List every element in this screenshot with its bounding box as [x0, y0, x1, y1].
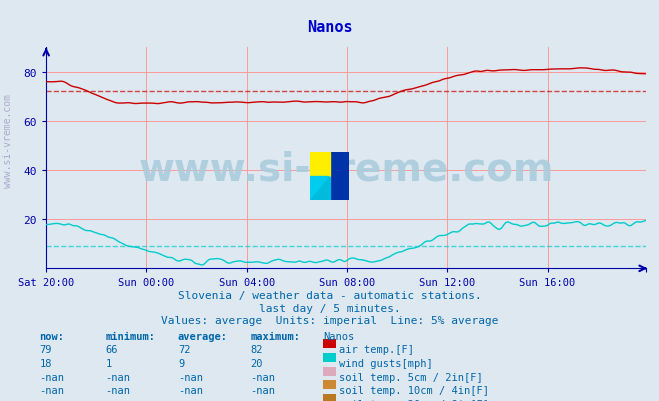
Text: 66: 66	[105, 344, 118, 354]
Text: wind gusts[mph]: wind gusts[mph]	[339, 358, 433, 368]
Text: -nan: -nan	[250, 372, 275, 382]
Bar	[310, 176, 330, 200]
Text: www.si-vreme.com: www.si-vreme.com	[3, 93, 13, 187]
Text: -nan: -nan	[40, 385, 65, 395]
Bar	[310, 152, 330, 176]
Polygon shape	[310, 176, 330, 200]
Text: Values: average  Units: imperial  Line: 5% average: Values: average Units: imperial Line: 5%…	[161, 315, 498, 325]
Text: maximum:: maximum:	[250, 331, 301, 341]
Text: -nan: -nan	[178, 372, 203, 382]
Text: average:: average:	[178, 331, 228, 341]
Text: -nan: -nan	[105, 385, 130, 395]
Text: last day / 5 minutes.: last day / 5 minutes.	[258, 303, 401, 313]
Text: -nan: -nan	[250, 399, 275, 401]
Text: -nan: -nan	[250, 385, 275, 395]
Text: 20: 20	[250, 358, 263, 368]
Text: soil temp. 10cm / 4in[F]: soil temp. 10cm / 4in[F]	[339, 385, 490, 395]
Text: 79: 79	[40, 344, 52, 354]
Text: minimum:: minimum:	[105, 331, 156, 341]
Text: -nan: -nan	[178, 385, 203, 395]
Text: 18: 18	[40, 358, 52, 368]
Text: -nan: -nan	[40, 399, 65, 401]
Text: www.si-vreme.com: www.si-vreme.com	[138, 150, 554, 188]
Text: 1: 1	[105, 358, 111, 368]
Text: Nanos: Nanos	[323, 331, 354, 341]
Text: soil temp. 5cm / 2in[F]: soil temp. 5cm / 2in[F]	[339, 372, 483, 382]
Polygon shape	[330, 152, 349, 200]
Text: air temp.[F]: air temp.[F]	[339, 344, 415, 354]
Text: Nanos: Nanos	[306, 20, 353, 35]
Text: -nan: -nan	[40, 372, 65, 382]
Text: -nan: -nan	[105, 372, 130, 382]
Text: 82: 82	[250, 344, 263, 354]
Text: Slovenia / weather data - automatic stations.: Slovenia / weather data - automatic stat…	[178, 291, 481, 301]
Text: 72: 72	[178, 344, 190, 354]
Text: 9: 9	[178, 358, 184, 368]
Text: -nan: -nan	[178, 399, 203, 401]
Text: now:: now:	[40, 331, 65, 341]
Text: -nan: -nan	[105, 399, 130, 401]
Text: soil temp. 20cm / 8in[F]: soil temp. 20cm / 8in[F]	[339, 399, 490, 401]
Polygon shape	[310, 152, 330, 176]
